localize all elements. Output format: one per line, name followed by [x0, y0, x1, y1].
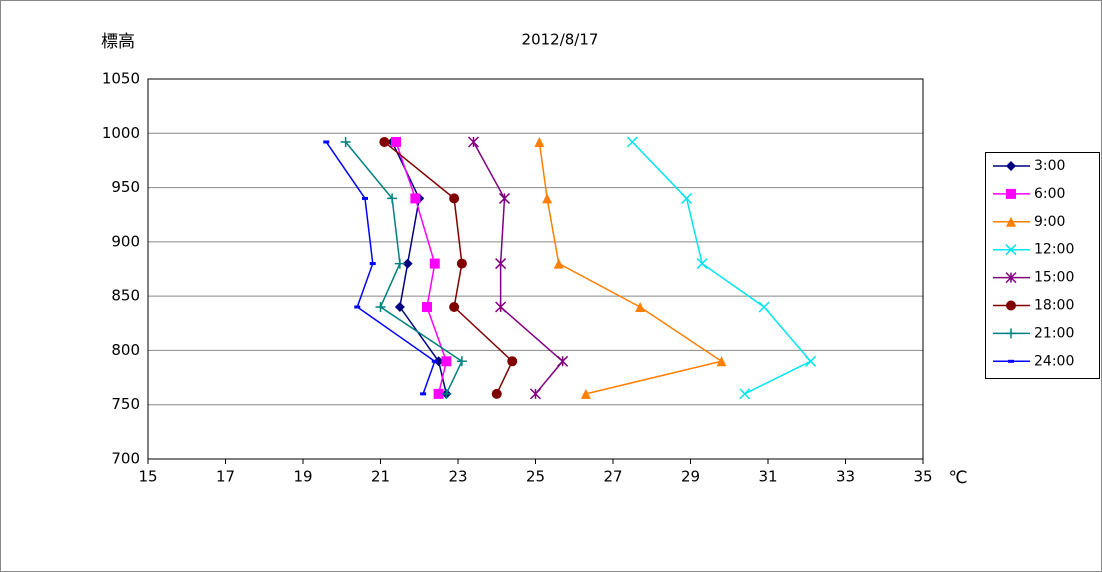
x-tick-label: 17	[216, 468, 235, 486]
marker	[1005, 244, 1017, 256]
marker	[553, 258, 564, 269]
legend-label: 15:00	[1034, 270, 1074, 286]
x-axis-label: ℃	[948, 468, 967, 488]
marker	[805, 355, 817, 367]
x-tick-label: 31	[758, 468, 777, 486]
marker	[431, 359, 438, 363]
x-tick-label: 29	[681, 468, 700, 486]
y-tick-label: 750	[111, 395, 140, 413]
marker	[379, 136, 390, 147]
marker	[402, 258, 413, 269]
y-tick-label: 1050	[102, 70, 140, 88]
plot-area	[147, 78, 924, 460]
x-tick-label: 23	[448, 468, 467, 486]
marker	[498, 192, 511, 204]
y-tick-label: 1000	[102, 124, 140, 142]
y-axis-label: 標高	[101, 32, 135, 52]
series-line	[383, 141, 514, 395]
marker	[354, 305, 361, 309]
marker	[323, 140, 330, 144]
marker	[635, 302, 646, 312]
marker	[387, 193, 398, 204]
marker	[410, 193, 421, 204]
marker	[716, 356, 727, 367]
marker	[340, 136, 351, 147]
marker	[1008, 359, 1014, 363]
marker	[394, 258, 405, 269]
marker	[394, 302, 405, 312]
marker	[375, 302, 386, 312]
marker	[362, 196, 368, 200]
x-tick-label: 19	[293, 468, 312, 486]
marker	[758, 301, 770, 313]
marker	[495, 258, 507, 270]
y-tick-label: 900	[111, 232, 140, 250]
series-line	[395, 141, 448, 395]
marker	[420, 392, 427, 396]
marker	[696, 258, 708, 270]
series-line	[325, 141, 436, 395]
marker	[557, 355, 569, 367]
marker	[449, 302, 460, 312]
marker	[495, 301, 507, 313]
marker	[1005, 272, 1017, 284]
marker	[449, 193, 460, 204]
marker	[542, 193, 553, 204]
x-tick-label: 33	[836, 468, 855, 486]
marker	[433, 388, 444, 399]
marker	[507, 356, 518, 367]
marker	[429, 258, 440, 269]
series-line	[345, 141, 463, 395]
x-tick-label: 15	[138, 468, 157, 486]
x-tick-label: 27	[603, 468, 622, 486]
marker	[1006, 216, 1016, 227]
legend-box	[985, 152, 1100, 379]
marker	[739, 388, 751, 400]
marker	[441, 356, 452, 367]
marker	[580, 388, 591, 399]
y-tick-label: 950	[111, 178, 140, 196]
series-line	[391, 141, 448, 395]
marker	[391, 136, 401, 147]
marker	[1006, 161, 1016, 171]
legend-label: 6:00	[1034, 186, 1065, 202]
marker	[1006, 188, 1016, 199]
marker	[441, 388, 452, 399]
y-tick-label: 800	[111, 341, 140, 359]
legend-label: 12:00	[1034, 242, 1074, 258]
series-line	[538, 141, 724, 395]
marker	[529, 388, 542, 400]
legend-label: 3:00	[1034, 158, 1065, 174]
marker	[491, 388, 502, 399]
chart-title: 2012/8/17	[522, 31, 599, 49]
marker	[422, 302, 432, 312]
series-line	[631, 141, 812, 395]
marker	[681, 192, 693, 204]
x-tick-label: 25	[526, 468, 545, 486]
marker	[1006, 328, 1016, 339]
marker	[626, 136, 638, 148]
legend-label: 21:00	[1034, 325, 1074, 341]
y-tick-label: 700	[111, 450, 140, 468]
marker	[456, 356, 467, 367]
x-tick-label: 35	[913, 468, 932, 486]
marker	[467, 136, 480, 148]
legend-label: 9:00	[1034, 214, 1065, 230]
marker	[1006, 300, 1016, 311]
y-tick-label: 850	[111, 287, 140, 305]
x-tick-label: 21	[371, 468, 390, 486]
legend-label: 24:00	[1034, 353, 1074, 369]
marker	[369, 262, 376, 266]
marker	[433, 356, 444, 367]
marker	[534, 136, 545, 147]
legend-label: 18:00	[1034, 298, 1074, 314]
marker	[456, 258, 467, 269]
